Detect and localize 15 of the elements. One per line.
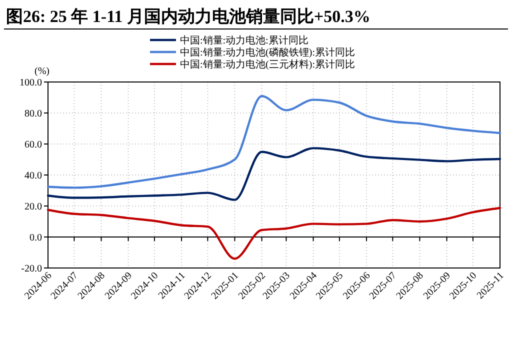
- line-series: [46, 95, 502, 189]
- chart-title: 图26: 25 年 1-11 月国内动力电池销量同比+50.3%: [6, 7, 370, 26]
- y-tick-label: 40.0: [24, 170, 42, 182]
- y-axis-title: (%): [34, 66, 50, 77]
- legend-label: 中国:销量:动力电池(磷酸铁锂):累计同比: [180, 46, 355, 58]
- y-tick-label: 0.0: [30, 232, 42, 244]
- y-tick-label: 100.0: [20, 78, 42, 88]
- y-tick-label: 60.0: [24, 140, 42, 150]
- y-tick-label: 20.0: [24, 202, 42, 212]
- legend-label: 中国:销量:动力电池(三元材料):累计同比: [180, 58, 355, 70]
- legend-label: 中国:销量:动力电池:累计同比: [180, 34, 308, 46]
- y-tick-label: 80.0: [24, 108, 42, 120]
- line-series: [46, 147, 502, 201]
- y-tick-label: -20.0: [21, 264, 42, 274]
- line-series: [46, 206, 502, 260]
